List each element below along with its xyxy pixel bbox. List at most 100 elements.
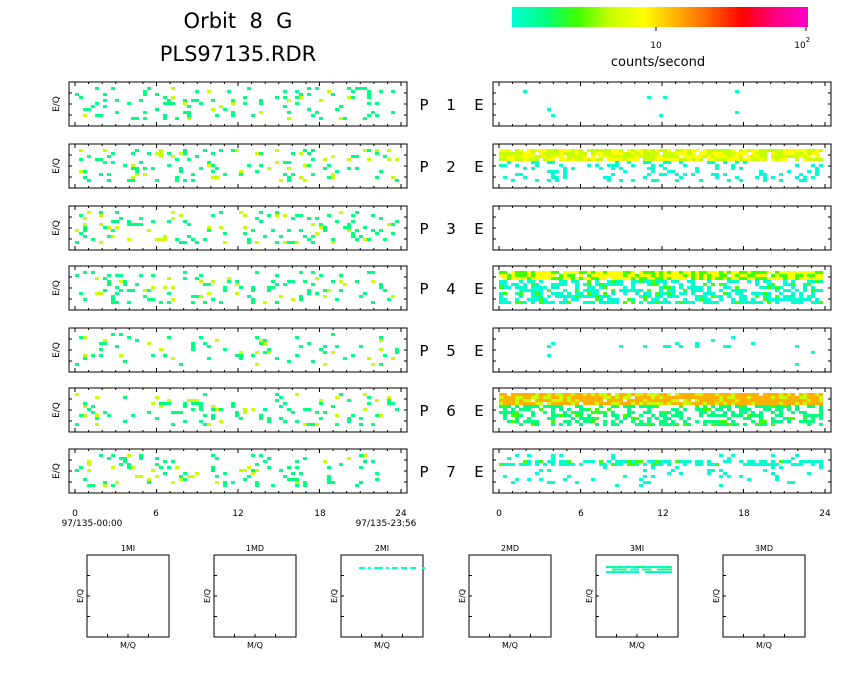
heat-cell (779, 292, 783, 295)
heat-cell (679, 460, 683, 463)
heat-cell (631, 286, 635, 289)
heat-cell (295, 484, 299, 487)
heat-cell (527, 289, 531, 292)
heat-cell (759, 417, 763, 420)
heat-cell (543, 271, 547, 274)
heat-cell (279, 469, 283, 472)
heat-cell (659, 271, 663, 274)
heat-cell (559, 152, 563, 155)
heat-cell (377, 567, 380, 569)
heat-cell (319, 117, 323, 120)
heat-cell (135, 170, 139, 173)
heat-cell (727, 295, 731, 298)
heat-cell (731, 298, 735, 301)
heat-cell (755, 292, 759, 295)
heat-cell (683, 289, 687, 292)
heat-cell (603, 466, 607, 469)
heat-cell (799, 460, 803, 463)
heat-cell (99, 114, 103, 117)
heat-cell (735, 301, 739, 304)
heat-cell (735, 423, 739, 426)
heat-cell (675, 411, 679, 414)
heat-cell (367, 357, 371, 360)
heat-cell (747, 417, 751, 420)
heat-cell (207, 161, 211, 164)
heat-cell (575, 149, 579, 152)
heat-cell (523, 158, 527, 161)
heat-cell (519, 393, 523, 396)
heat-cell (619, 463, 623, 466)
heat-cell (231, 481, 235, 484)
heat-cell (647, 283, 651, 286)
heat-cell (579, 393, 583, 396)
heat-cell (643, 298, 647, 301)
heat-cell (323, 167, 327, 170)
heat-cell (339, 289, 343, 292)
heat-cell (671, 423, 675, 426)
heat-cell (595, 423, 599, 426)
heat-cell (547, 481, 551, 484)
heat-cell (607, 271, 611, 274)
channel-number: 5 (446, 342, 456, 360)
heat-cell (507, 277, 511, 280)
heat-cell (803, 271, 807, 274)
heat-cell (499, 155, 503, 158)
heat-cell (719, 149, 723, 152)
heat-cell (75, 363, 79, 366)
heat-cell (195, 155, 199, 158)
heat-cell (803, 274, 807, 277)
left-ylabel: E/Q (52, 96, 62, 112)
colorbar: 10 10 2 counts/second (512, 7, 810, 70)
heat-cell (723, 271, 727, 274)
heat-cell (639, 271, 643, 274)
heat-cell (815, 155, 819, 158)
heat-cell (499, 396, 503, 399)
heat-cell (623, 393, 627, 396)
heat-cell (611, 463, 615, 466)
heat-cell (727, 460, 731, 463)
heat-cell (687, 149, 691, 152)
heat-cell (715, 396, 719, 399)
heat-cell (563, 271, 567, 274)
heat-cell (663, 396, 667, 399)
heat-cell (539, 399, 543, 402)
heat-cell (651, 179, 655, 182)
heat-cell (659, 396, 663, 399)
heat-cell (75, 274, 79, 277)
left-x-axis: 0 6 12 18 24 97/135-00:00 97/135-23:56 (62, 509, 417, 529)
heat-cell (624, 571, 627, 573)
heat-cell (255, 241, 259, 244)
heat-cell (623, 158, 627, 161)
heat-cell (612, 566, 615, 568)
heat-cell (819, 301, 823, 304)
heat-cell (195, 277, 199, 280)
heat-cell (779, 396, 783, 399)
heat-cell (567, 475, 571, 478)
heat-cell (611, 274, 615, 277)
heat-cell (523, 301, 527, 304)
heat-cell (235, 280, 239, 283)
heat-cell (167, 336, 171, 339)
heat-cell (139, 274, 143, 277)
heat-cell (627, 271, 631, 274)
heat-cell (763, 460, 767, 463)
heat-cell (815, 289, 819, 292)
heat-cell (699, 277, 703, 280)
heat-cell (119, 457, 123, 460)
heat-cell (747, 277, 751, 280)
heat-cell (731, 274, 735, 277)
heat-cell (631, 298, 635, 301)
heat-cell (147, 87, 151, 90)
heat-cell (679, 396, 683, 399)
heat-cell (703, 292, 707, 295)
heat-cell (539, 469, 543, 472)
heat-cell (651, 414, 655, 417)
heat-cell (503, 149, 507, 152)
heat-cell (519, 149, 523, 152)
heat-cell (715, 301, 719, 304)
heat-cell (579, 463, 583, 466)
heat-cell (171, 87, 175, 90)
heat-cell (639, 478, 643, 481)
